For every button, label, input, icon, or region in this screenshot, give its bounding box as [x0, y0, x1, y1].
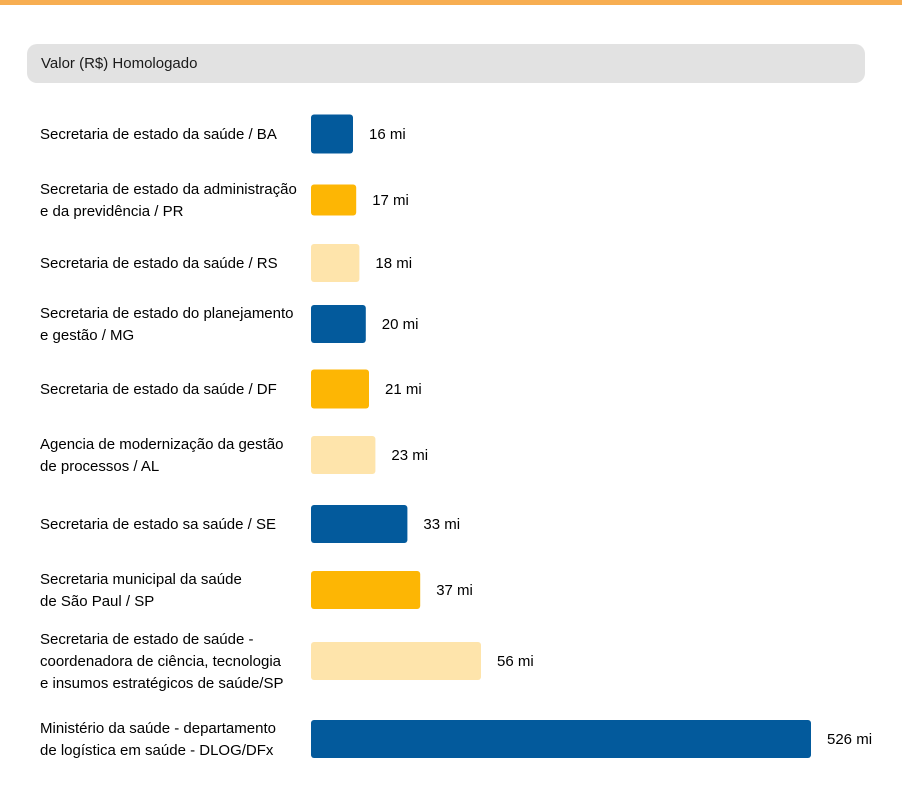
- top-accent-rule: [0, 0, 902, 5]
- category-label: Secretaria de estado sa saúde / SE: [40, 516, 276, 533]
- bar: [311, 114, 353, 154]
- category-label: Ministério da saúde - departamento de log…: [40, 720, 276, 759]
- category-label: Secretaria de estado da saúde / RS: [40, 255, 278, 272]
- value-label: 56 mi: [497, 653, 534, 670]
- value-label: 18 mi: [375, 255, 412, 272]
- category-label: Secretaria de estado da saúde / DF: [40, 381, 277, 398]
- value-label: 21 mi: [385, 381, 422, 398]
- bar: [311, 184, 357, 216]
- chart-header: Valor (R$) Homologado: [27, 44, 865, 83]
- chart-title: Valor (R$) Homologado: [41, 55, 198, 72]
- category-label: Secretaria municipal da saúde de São Paul…: [40, 571, 242, 610]
- category-label: Secretaria de estado do planejamento e ge…: [40, 305, 294, 344]
- value-label: 526 mi: [827, 731, 872, 748]
- bar: [311, 436, 376, 474]
- bar: [311, 505, 408, 543]
- bar: [311, 571, 421, 609]
- value-label: 20 mi: [382, 316, 419, 333]
- bar: [311, 305, 366, 343]
- bar: [311, 720, 811, 758]
- bar: [311, 244, 360, 282]
- value-label: 16 mi: [369, 126, 406, 143]
- value-label: 17 mi: [372, 192, 409, 209]
- value-label: 23 mi: [391, 447, 428, 464]
- value-label: 33 mi: [423, 516, 460, 533]
- category-label: Secretaria de estado da administração e d…: [40, 181, 297, 220]
- bar: [311, 642, 481, 680]
- category-label: Secretaria de estado de saúde -coordenad…: [40, 631, 283, 692]
- category-label: Agencia de modernização da gestão de proc…: [40, 436, 284, 475]
- bar: [311, 369, 369, 409]
- category-label: Secretaria de estado da saúde / BA: [40, 126, 277, 143]
- value-label: 37 mi: [436, 582, 473, 599]
